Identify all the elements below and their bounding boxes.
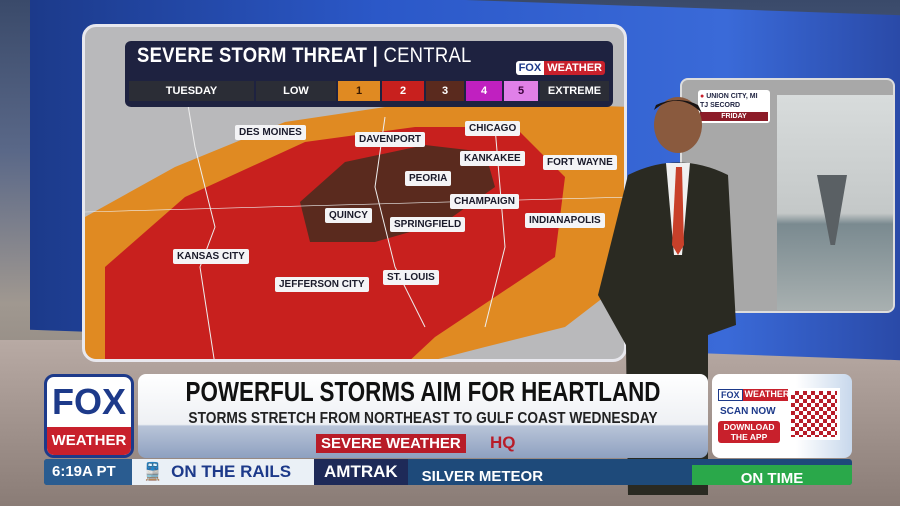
storm-threat-map: SEVERE STORM THREAT | CENTRAL FOX WEATHER… bbox=[82, 24, 627, 362]
tornado-funnel bbox=[817, 175, 847, 245]
city-label: DAVENPORT bbox=[355, 132, 426, 147]
lower-third: FOX WEATHER POWERFUL STORMS AIM FOR HEAR… bbox=[44, 374, 852, 458]
scale-extreme: EXTREME bbox=[540, 81, 609, 101]
city-label: KANKAKEE bbox=[460, 151, 525, 166]
location-day: FRIDAY bbox=[700, 112, 768, 121]
pin-icon: ● bbox=[700, 93, 705, 100]
scale-5: 5 bbox=[504, 81, 538, 101]
ticker-status: ON TIME bbox=[692, 465, 852, 485]
ticker-category: 🚆 ON THE RAILS bbox=[132, 459, 314, 485]
city-label: FORT WAYNE bbox=[543, 155, 617, 170]
app-logo: FOX WEATHER bbox=[718, 389, 792, 401]
subheadline: STORMS STRETCH FROM NORTHEAST TO GULF CO… bbox=[188, 410, 658, 427]
city-label: KANSAS CITY bbox=[173, 249, 249, 264]
state-border bbox=[374, 116, 426, 328]
download-app-text: DOWNLOAD THE APP bbox=[718, 421, 780, 443]
tornado-photo bbox=[777, 95, 893, 310]
city-label: SPRINGFIELD bbox=[390, 217, 466, 232]
city-label: ST. LOUIS bbox=[383, 270, 439, 285]
location-name: UNION CITY, MI bbox=[706, 93, 758, 100]
train-icon: 🚆 bbox=[142, 462, 164, 481]
city-label: DES MOINES bbox=[235, 125, 306, 140]
scan-now-text: SCAN NOW bbox=[720, 406, 776, 417]
scale-1: 1 bbox=[338, 81, 380, 101]
city-label: CHICAGO bbox=[465, 121, 521, 136]
ticker-item: SILVER METEOR bbox=[421, 468, 544, 485]
location-tag: ● UNION CITY, MI TJ SECORD FRIDAY bbox=[698, 90, 770, 123]
location-line: ● UNION CITY, MI bbox=[700, 92, 768, 101]
category-label: ON THE RAILS bbox=[171, 462, 292, 481]
scale-3: 3 bbox=[426, 81, 464, 101]
fox-weather-logo: FOX WEATHER bbox=[515, 61, 605, 75]
logo-fox: FOX bbox=[51, 381, 126, 422]
state-border bbox=[184, 86, 216, 359]
segment-label: SEVERE WEATHER bbox=[316, 434, 466, 453]
city-label: CHAMPAIGN bbox=[450, 194, 519, 209]
city-label: QUINCY bbox=[325, 208, 372, 223]
logo-weather: WEATHER bbox=[47, 427, 131, 455]
state-border bbox=[484, 126, 506, 328]
ticker-time: 6:19A PT bbox=[44, 459, 132, 485]
scale-low: LOW bbox=[256, 81, 336, 101]
qr-code-icon bbox=[788, 388, 840, 440]
threat-scale: TUESDAY LOW 1 2 3 4 5 EXTREME bbox=[129, 81, 609, 101]
map-title: SEVERE STORM THREAT | CENTRAL bbox=[137, 44, 472, 67]
scale-2: 2 bbox=[382, 81, 424, 101]
city-label: JEFFERSON CITY bbox=[275, 277, 369, 292]
scale-4: 4 bbox=[466, 81, 502, 101]
ticker-source: AMTRAK bbox=[314, 459, 408, 485]
day-label: TUESDAY bbox=[129, 81, 254, 101]
city-label: PEORIA bbox=[405, 171, 452, 186]
headline: POWERFUL STORMS AIM FOR HEARTLAND bbox=[185, 376, 661, 407]
fox-weather-channel-logo: FOX WEATHER bbox=[44, 374, 134, 458]
map-header: SEVERE STORM THREAT | CENTRAL FOX WEATHER… bbox=[125, 41, 613, 107]
city-label: INDIANAPOLIS bbox=[525, 213, 605, 228]
news-ticker: 6:19A PT 🚆 ON THE RAILS AMTRAK SILVER MET… bbox=[44, 459, 852, 485]
app-promo: FOX WEATHER SCAN NOW DOWNLOAD THE APP bbox=[712, 374, 852, 458]
headline-banner: POWERFUL STORMS AIM FOR HEARTLAND STORMS… bbox=[138, 374, 708, 458]
photo-credit: TJ SECORD bbox=[700, 102, 741, 109]
segment-hq-logo: HQ bbox=[490, 433, 516, 452]
state-border bbox=[85, 196, 624, 213]
